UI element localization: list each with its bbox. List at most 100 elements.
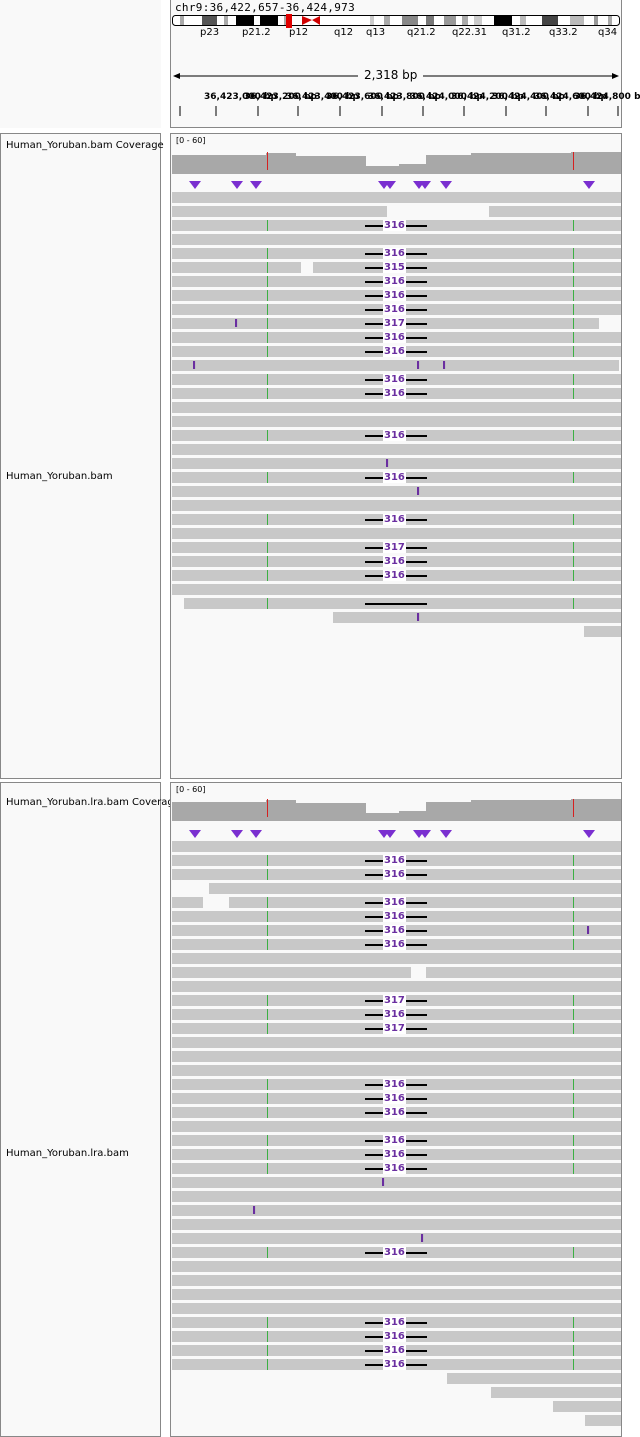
mismatch-marker (267, 925, 268, 936)
mismatch-marker (267, 1163, 268, 1174)
mismatch-marker (267, 318, 268, 329)
coverage-histogram[interactable] (171, 797, 621, 821)
read[interactable] (172, 402, 621, 413)
read[interactable] (172, 1275, 621, 1286)
mismatch-marker (573, 855, 574, 866)
deletion-length: 316 (383, 346, 406, 357)
mismatch-marker (573, 318, 574, 329)
insertion-marker-icon (384, 181, 396, 189)
deletion-length: 316 (383, 220, 406, 231)
insertion-icon: I (234, 317, 239, 330)
track2-coverage-range: [0 - 60] (176, 785, 206, 794)
read[interactable] (172, 967, 411, 978)
insertion-marker-icon (384, 830, 396, 838)
mismatch-marker (267, 472, 268, 483)
read[interactable] (491, 1387, 621, 1398)
mismatch-marker (267, 1359, 268, 1370)
chromosome-ideogram[interactable] (172, 14, 622, 28)
deletion-length: 316 (383, 332, 406, 343)
mismatch-marker (573, 1331, 574, 1342)
read[interactable] (172, 1051, 621, 1062)
read[interactable] (333, 612, 621, 623)
mismatch-marker (573, 262, 574, 273)
read[interactable] (172, 528, 621, 539)
read[interactable] (172, 500, 621, 511)
mismatch-marker (267, 1107, 268, 1118)
read[interactable] (172, 234, 621, 245)
read[interactable] (172, 416, 621, 427)
read[interactable] (172, 841, 621, 852)
read[interactable] (585, 1415, 621, 1426)
read[interactable] (172, 1191, 621, 1202)
deletion-length: 316 (383, 1345, 406, 1356)
read[interactable] (426, 967, 621, 978)
deletion-length: 316 (383, 556, 406, 567)
deletion-length: 316 (383, 1247, 406, 1258)
track2-data-panel[interactable]: [0 - 60] 316 316 316 316 316 I 316 317 316 317 316… (170, 782, 622, 1437)
mismatch-marker (267, 598, 268, 609)
deletion-length: 316 (383, 276, 406, 287)
mismatch-marker (573, 374, 574, 385)
read[interactable] (172, 1065, 621, 1076)
read[interactable] (313, 262, 621, 273)
mismatch-marker (573, 1163, 574, 1174)
read[interactable] (209, 883, 621, 894)
locus-text[interactable]: chr9:36,422,657-36,424,973 (175, 1, 355, 14)
track2-name-panel[interactable]: Human_Yoruban.lra.bam Coverage Human_Yor… (0, 782, 180, 1437)
deletion-length: 316 (383, 897, 406, 908)
deletion-length: 316 (383, 1149, 406, 1160)
ruler-tick-label: 36,423,600 bp (326, 92, 399, 102)
insertion-marker-icon (250, 181, 262, 189)
mismatch-marker (267, 1149, 268, 1160)
read[interactable] (172, 444, 621, 455)
read[interactable] (553, 1401, 621, 1412)
mismatch-marker (573, 570, 574, 581)
read[interactable] (584, 626, 621, 637)
coverage-histogram[interactable] (171, 150, 621, 174)
read[interactable] (172, 953, 621, 964)
mismatch-marker (573, 897, 574, 908)
read[interactable] (489, 206, 621, 217)
read[interactable] (172, 192, 621, 203)
ruler[interactable]: 36,423,000 bp 36,423,200 bp 36,423,400 b… (172, 90, 640, 120)
read[interactable] (172, 360, 619, 371)
read[interactable] (172, 1303, 621, 1314)
band-label-p23: p23 (200, 27, 220, 38)
mismatch-marker (573, 911, 574, 922)
band-label-q21-2: q21.2 (407, 27, 436, 38)
track1-data-panel[interactable]: [0 - 60] 316 316 315 316 316 316 317 I 316 316 I I I… (170, 133, 622, 779)
read[interactable] (172, 897, 203, 908)
mismatch-marker (267, 1345, 268, 1356)
mismatch-marker (573, 598, 574, 609)
read[interactable] (172, 1219, 621, 1230)
mismatch-marker (267, 556, 268, 567)
read[interactable] (172, 458, 621, 469)
read[interactable] (172, 486, 621, 497)
read[interactable] (172, 1121, 621, 1132)
read[interactable] (172, 981, 621, 992)
ruler-tick-label: 36,424,400 bp (492, 92, 565, 102)
mismatch-marker (267, 514, 268, 525)
deletion-length: 316 (383, 570, 406, 581)
deletion-length: 316 (383, 1359, 406, 1370)
insertion-marker-icon (250, 830, 262, 838)
ruler-tick-label: 36,423,400 bp (286, 92, 359, 102)
read[interactable] (172, 206, 387, 217)
read[interactable] (172, 1233, 621, 1244)
deletion-length: 317 (383, 1023, 406, 1034)
mismatch-marker (267, 911, 268, 922)
read[interactable] (172, 1261, 621, 1272)
read[interactable] (172, 584, 621, 595)
read[interactable] (172, 1037, 621, 1048)
read[interactable] (172, 1289, 621, 1300)
read[interactable] (172, 262, 301, 273)
mismatch-marker (267, 855, 268, 866)
mismatch-marker (573, 1135, 574, 1146)
insertion-icon: I (586, 924, 591, 937)
band-label-p21-2: p21.2 (242, 27, 271, 38)
read[interactable] (172, 1205, 621, 1216)
mismatch-marker (267, 332, 268, 343)
track1-name-panel[interactable]: Human_Yoruban.bam Coverage Human_Yoruban… (0, 133, 164, 779)
read[interactable] (172, 1177, 621, 1188)
read[interactable] (447, 1373, 621, 1384)
